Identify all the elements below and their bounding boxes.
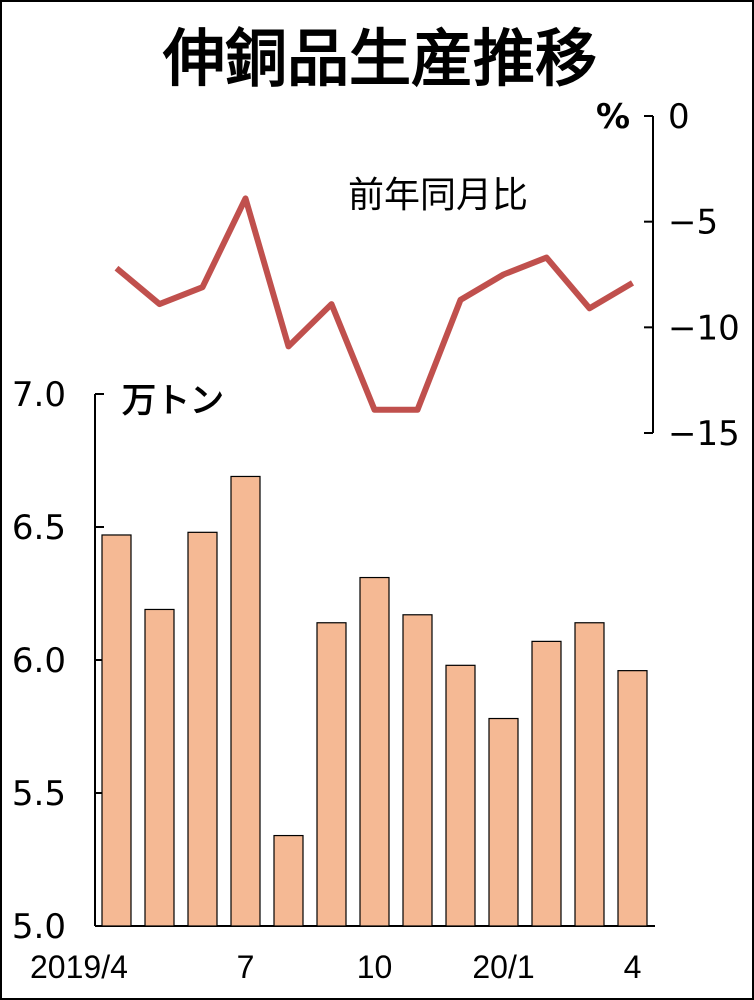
bar-unit-label: 万トン [122, 381, 224, 421]
bar [574, 622, 605, 927]
bars [101, 475, 648, 927]
bar [316, 622, 347, 927]
bar [488, 717, 519, 927]
line-series-label: 前年同月比 [348, 175, 528, 216]
bar [273, 834, 304, 927]
bar [101, 534, 132, 927]
bar-y-tick-label: 7.0 [12, 375, 66, 415]
bar [359, 576, 390, 927]
bar [445, 664, 476, 927]
line-y-tick-label: 0 [668, 97, 690, 137]
bar [402, 614, 433, 927]
bar [617, 670, 648, 927]
bar-chart: 万トン 7.0 6.5 6.0 5.5 5.0 2019/4 7 10 20/1 4 [12, 375, 655, 985]
bar-x-tick-label: 2019/4 [30, 949, 128, 985]
line-series-path [114, 195, 635, 413]
bar [531, 640, 562, 927]
bar [230, 475, 261, 927]
bar-y-tick-label: 6.0 [12, 641, 66, 681]
line-y-tick-label: −5 [668, 203, 718, 243]
bar-x-tick-label: 10 [357, 949, 393, 985]
line-y-ticks: 0 −5 −10 −15 [644, 97, 740, 454]
bar-y-tick-label: 5.0 [12, 907, 66, 947]
bar-x-ticks: 2019/4 7 10 20/1 4 [30, 949, 641, 985]
line-chart: 前年同月比 % 0 −5 −10 −15 [114, 97, 740, 454]
bar [144, 608, 175, 927]
bar-y-tick-label: 6.5 [12, 508, 66, 548]
line-unit-label: % [596, 97, 630, 137]
line-y-tick-label: −10 [668, 308, 740, 348]
chart-title: 伸銅品生産推移 [162, 22, 597, 95]
bar-x-tick-label: 20/1 [472, 949, 534, 985]
bar-x-tick-label: 4 [624, 949, 642, 985]
line-y-tick-label: −15 [668, 414, 740, 454]
bar-x-tick-label: 7 [237, 949, 255, 985]
bar-y-ticks: 7.0 6.5 6.0 5.5 5.0 [12, 375, 104, 947]
bar-y-tick-label: 5.5 [12, 774, 66, 814]
bar [187, 531, 218, 927]
